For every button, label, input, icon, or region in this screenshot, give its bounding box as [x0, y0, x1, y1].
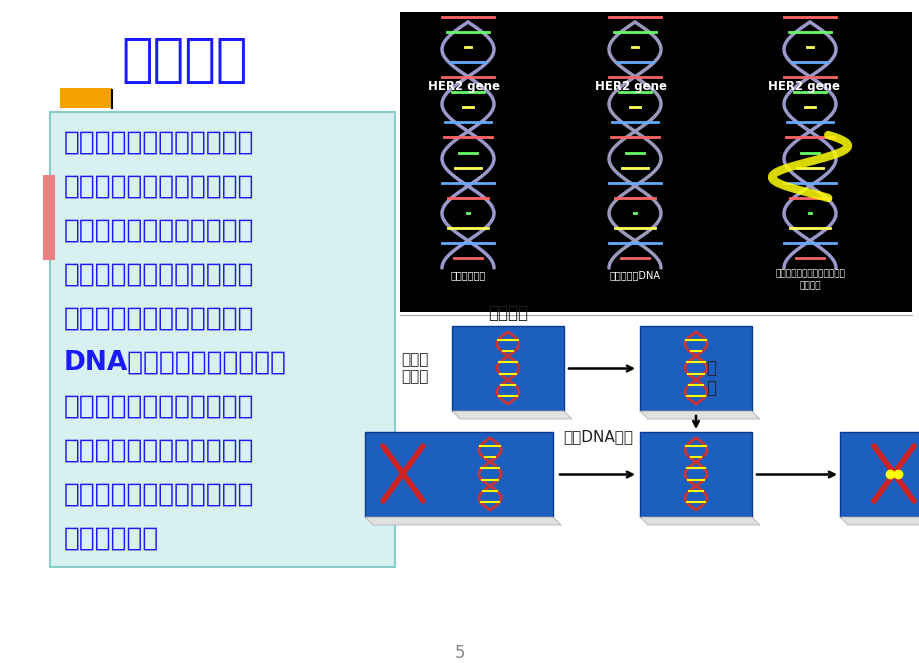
Text: 样本DNA变性: 样本DNA变性: [562, 429, 633, 444]
Text: HER2 gene: HER2 gene: [767, 80, 839, 93]
Bar: [60, 88, 112, 108]
Polygon shape: [640, 411, 759, 419]
Text: 染色体纵轴呈线性排列，因: 染色体纵轴呈线性排列，因: [64, 394, 255, 420]
Text: 检测的杂交双链核酸。由于: 检测的杂交双链核酸。由于: [64, 306, 255, 332]
Text: 荧光标
记探针: 荧光标 记探针: [401, 352, 428, 384]
Bar: [400, 12, 911, 312]
Text: 变性单链核酸: 变性单链核酸: [450, 270, 485, 280]
Polygon shape: [365, 517, 561, 525]
Text: 酸进行异性结合，形成可被: 酸进行异性结合，形成可被: [64, 262, 255, 288]
Text: 与荧光标记的探针杂交后产生: 与荧光标记的探针杂交后产生: [774, 269, 844, 278]
Text: 5: 5: [454, 644, 465, 662]
Text: 荧光信号: 荧光信号: [799, 281, 820, 290]
Bar: [451, 326, 563, 411]
Polygon shape: [451, 411, 572, 419]
Text: 与待检材料中未知的单链核: 与待检材料中未知的单链核: [64, 218, 255, 244]
Text: 杂
交: 杂 交: [705, 359, 715, 397]
Text: HER2 gene: HER2 gene: [595, 80, 666, 93]
Text: HER2 gene: HER2 gene: [427, 80, 499, 93]
Text: 而可以探针直接与染色体进: 而可以探针直接与染色体进: [64, 438, 255, 464]
Text: DNA分子在染色体上是沿着: DNA分子在染色体上是沿着: [64, 350, 287, 376]
Bar: [640, 432, 751, 517]
Text: 用已知的标记单链核酸为探: 用已知的标记单链核酸为探: [64, 130, 255, 156]
Text: 探针变性: 探针变性: [487, 304, 528, 322]
Text: 针，按照碱基互补的原则，: 针，按照碱基互补的原则，: [64, 174, 255, 200]
Text: 变性互补链DNA: 变性互补链DNA: [608, 270, 660, 280]
Polygon shape: [640, 517, 759, 525]
Bar: [365, 432, 552, 517]
Polygon shape: [839, 517, 919, 525]
Bar: [640, 326, 751, 411]
Text: 染色体上定位: 染色体上定位: [64, 526, 159, 552]
Text: 工作原理: 工作原理: [121, 34, 248, 86]
Bar: [43, 175, 55, 260]
Text: 行杂交从而将特定的基因在: 行杂交从而将特定的基因在: [64, 482, 255, 508]
Bar: [50, 112, 394, 567]
Bar: [839, 432, 919, 517]
